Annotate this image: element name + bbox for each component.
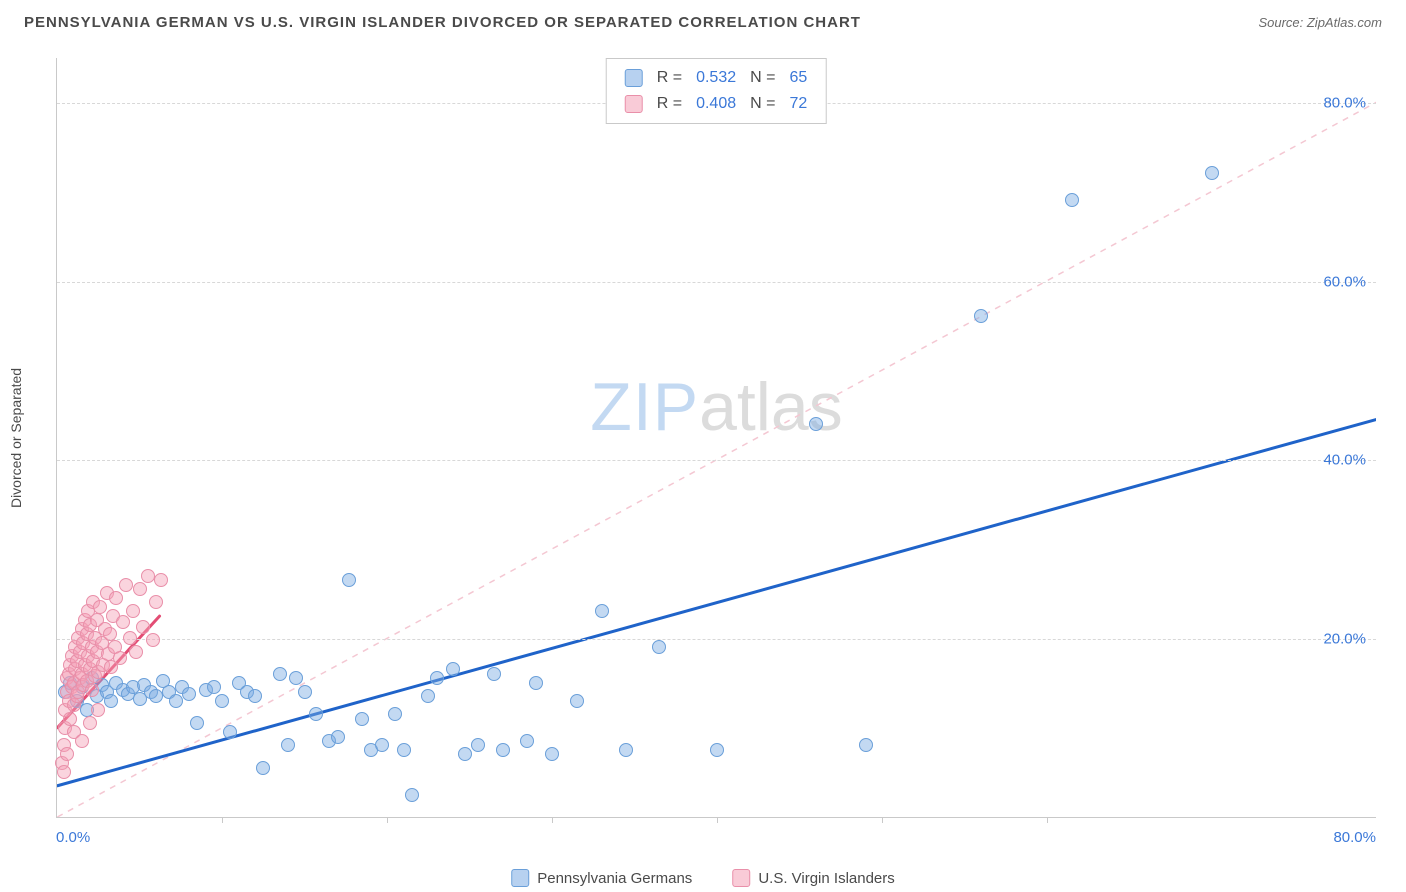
data-point	[123, 631, 137, 645]
data-point	[289, 671, 303, 685]
data-point	[710, 743, 724, 757]
stats-box: R = 0.532 N = 65 R = 0.408 N = 72	[606, 58, 827, 124]
data-point	[223, 725, 237, 739]
data-point	[397, 743, 411, 757]
x-tick	[387, 817, 388, 823]
grid-line	[57, 460, 1376, 461]
data-point	[388, 707, 402, 721]
x-tick	[222, 817, 223, 823]
data-point	[141, 569, 155, 583]
data-point	[471, 738, 485, 752]
data-point	[619, 743, 633, 757]
data-point	[331, 730, 345, 744]
stats-row-series-a: R = 0.532 N = 65	[625, 65, 808, 91]
data-point	[133, 582, 147, 596]
data-point	[974, 309, 988, 323]
chart-container: ZIPatlas 20.0%40.0%60.0%80.0% Divorced o…	[56, 58, 1376, 818]
data-point	[190, 716, 204, 730]
data-point	[126, 604, 140, 618]
data-point	[421, 689, 435, 703]
swatch-icon	[511, 869, 529, 887]
data-point	[256, 761, 270, 775]
grid-line	[57, 282, 1376, 283]
data-point	[103, 627, 117, 641]
data-point	[119, 578, 133, 592]
data-point	[430, 671, 444, 685]
data-point	[355, 712, 369, 726]
data-point	[136, 620, 150, 634]
data-point	[83, 716, 97, 730]
data-point	[1065, 193, 1079, 207]
x-tick	[882, 817, 883, 823]
source-attribution: Source: ZipAtlas.com	[1258, 15, 1382, 30]
data-point	[570, 694, 584, 708]
data-point	[91, 703, 105, 717]
data-point	[104, 694, 118, 708]
data-point	[154, 573, 168, 587]
data-point	[149, 689, 163, 703]
x-axis-min: 0.0%	[56, 829, 90, 846]
data-point	[520, 734, 534, 748]
data-point	[146, 633, 160, 647]
data-point	[446, 662, 460, 676]
data-point	[109, 591, 123, 605]
data-point	[859, 738, 873, 752]
data-point	[809, 417, 823, 431]
data-point	[342, 573, 356, 587]
data-point	[149, 595, 163, 609]
data-point	[487, 667, 501, 681]
data-point	[595, 604, 609, 618]
data-point	[113, 651, 127, 665]
data-point	[60, 747, 74, 761]
y-tick-label: 60.0%	[1323, 273, 1366, 290]
y-axis-label: Divorced or Separated	[8, 368, 24, 508]
data-point	[1205, 166, 1219, 180]
data-point	[281, 738, 295, 752]
grid-line	[57, 639, 1376, 640]
data-point	[458, 747, 472, 761]
data-point	[116, 615, 130, 629]
data-point	[169, 694, 183, 708]
data-point	[75, 734, 89, 748]
data-point	[375, 738, 389, 752]
x-tick	[552, 817, 553, 823]
x-tick	[1047, 817, 1048, 823]
data-point	[652, 640, 666, 654]
data-point	[298, 685, 312, 699]
legend-item-series-a: Pennsylvania Germans	[511, 869, 692, 887]
data-point	[63, 712, 77, 726]
legend-item-series-b: U.S. Virgin Islanders	[732, 869, 894, 887]
y-tick-label: 20.0%	[1323, 631, 1366, 648]
y-tick-label: 40.0%	[1323, 452, 1366, 469]
data-point	[273, 667, 287, 681]
y-tick-label: 80.0%	[1323, 94, 1366, 111]
data-point	[309, 707, 323, 721]
data-point	[545, 747, 559, 761]
x-axis-max: 80.0%	[1333, 829, 1376, 846]
data-point	[248, 689, 262, 703]
data-point	[529, 676, 543, 690]
data-point	[207, 680, 221, 694]
x-tick	[717, 817, 718, 823]
data-point	[93, 600, 107, 614]
swatch-icon	[732, 869, 750, 887]
data-point	[129, 645, 143, 659]
scatter-plot: ZIPatlas 20.0% 40.0% 60.0% 80.0%	[56, 58, 1376, 818]
swatch-icon	[625, 95, 643, 113]
data-point	[57, 765, 71, 779]
data-point	[182, 687, 196, 701]
data-point	[215, 694, 229, 708]
data-point	[85, 683, 99, 697]
data-point	[496, 743, 510, 757]
chart-title: PENNSYLVANIA GERMAN VS U.S. VIRGIN ISLAN…	[24, 14, 861, 31]
stats-row-series-b: R = 0.408 N = 72	[625, 91, 808, 117]
watermark: ZIPatlas	[590, 368, 842, 446]
data-point	[405, 788, 419, 802]
legend: Pennsylvania Germans U.S. Virgin Islande…	[511, 869, 895, 887]
swatch-icon	[625, 69, 643, 87]
